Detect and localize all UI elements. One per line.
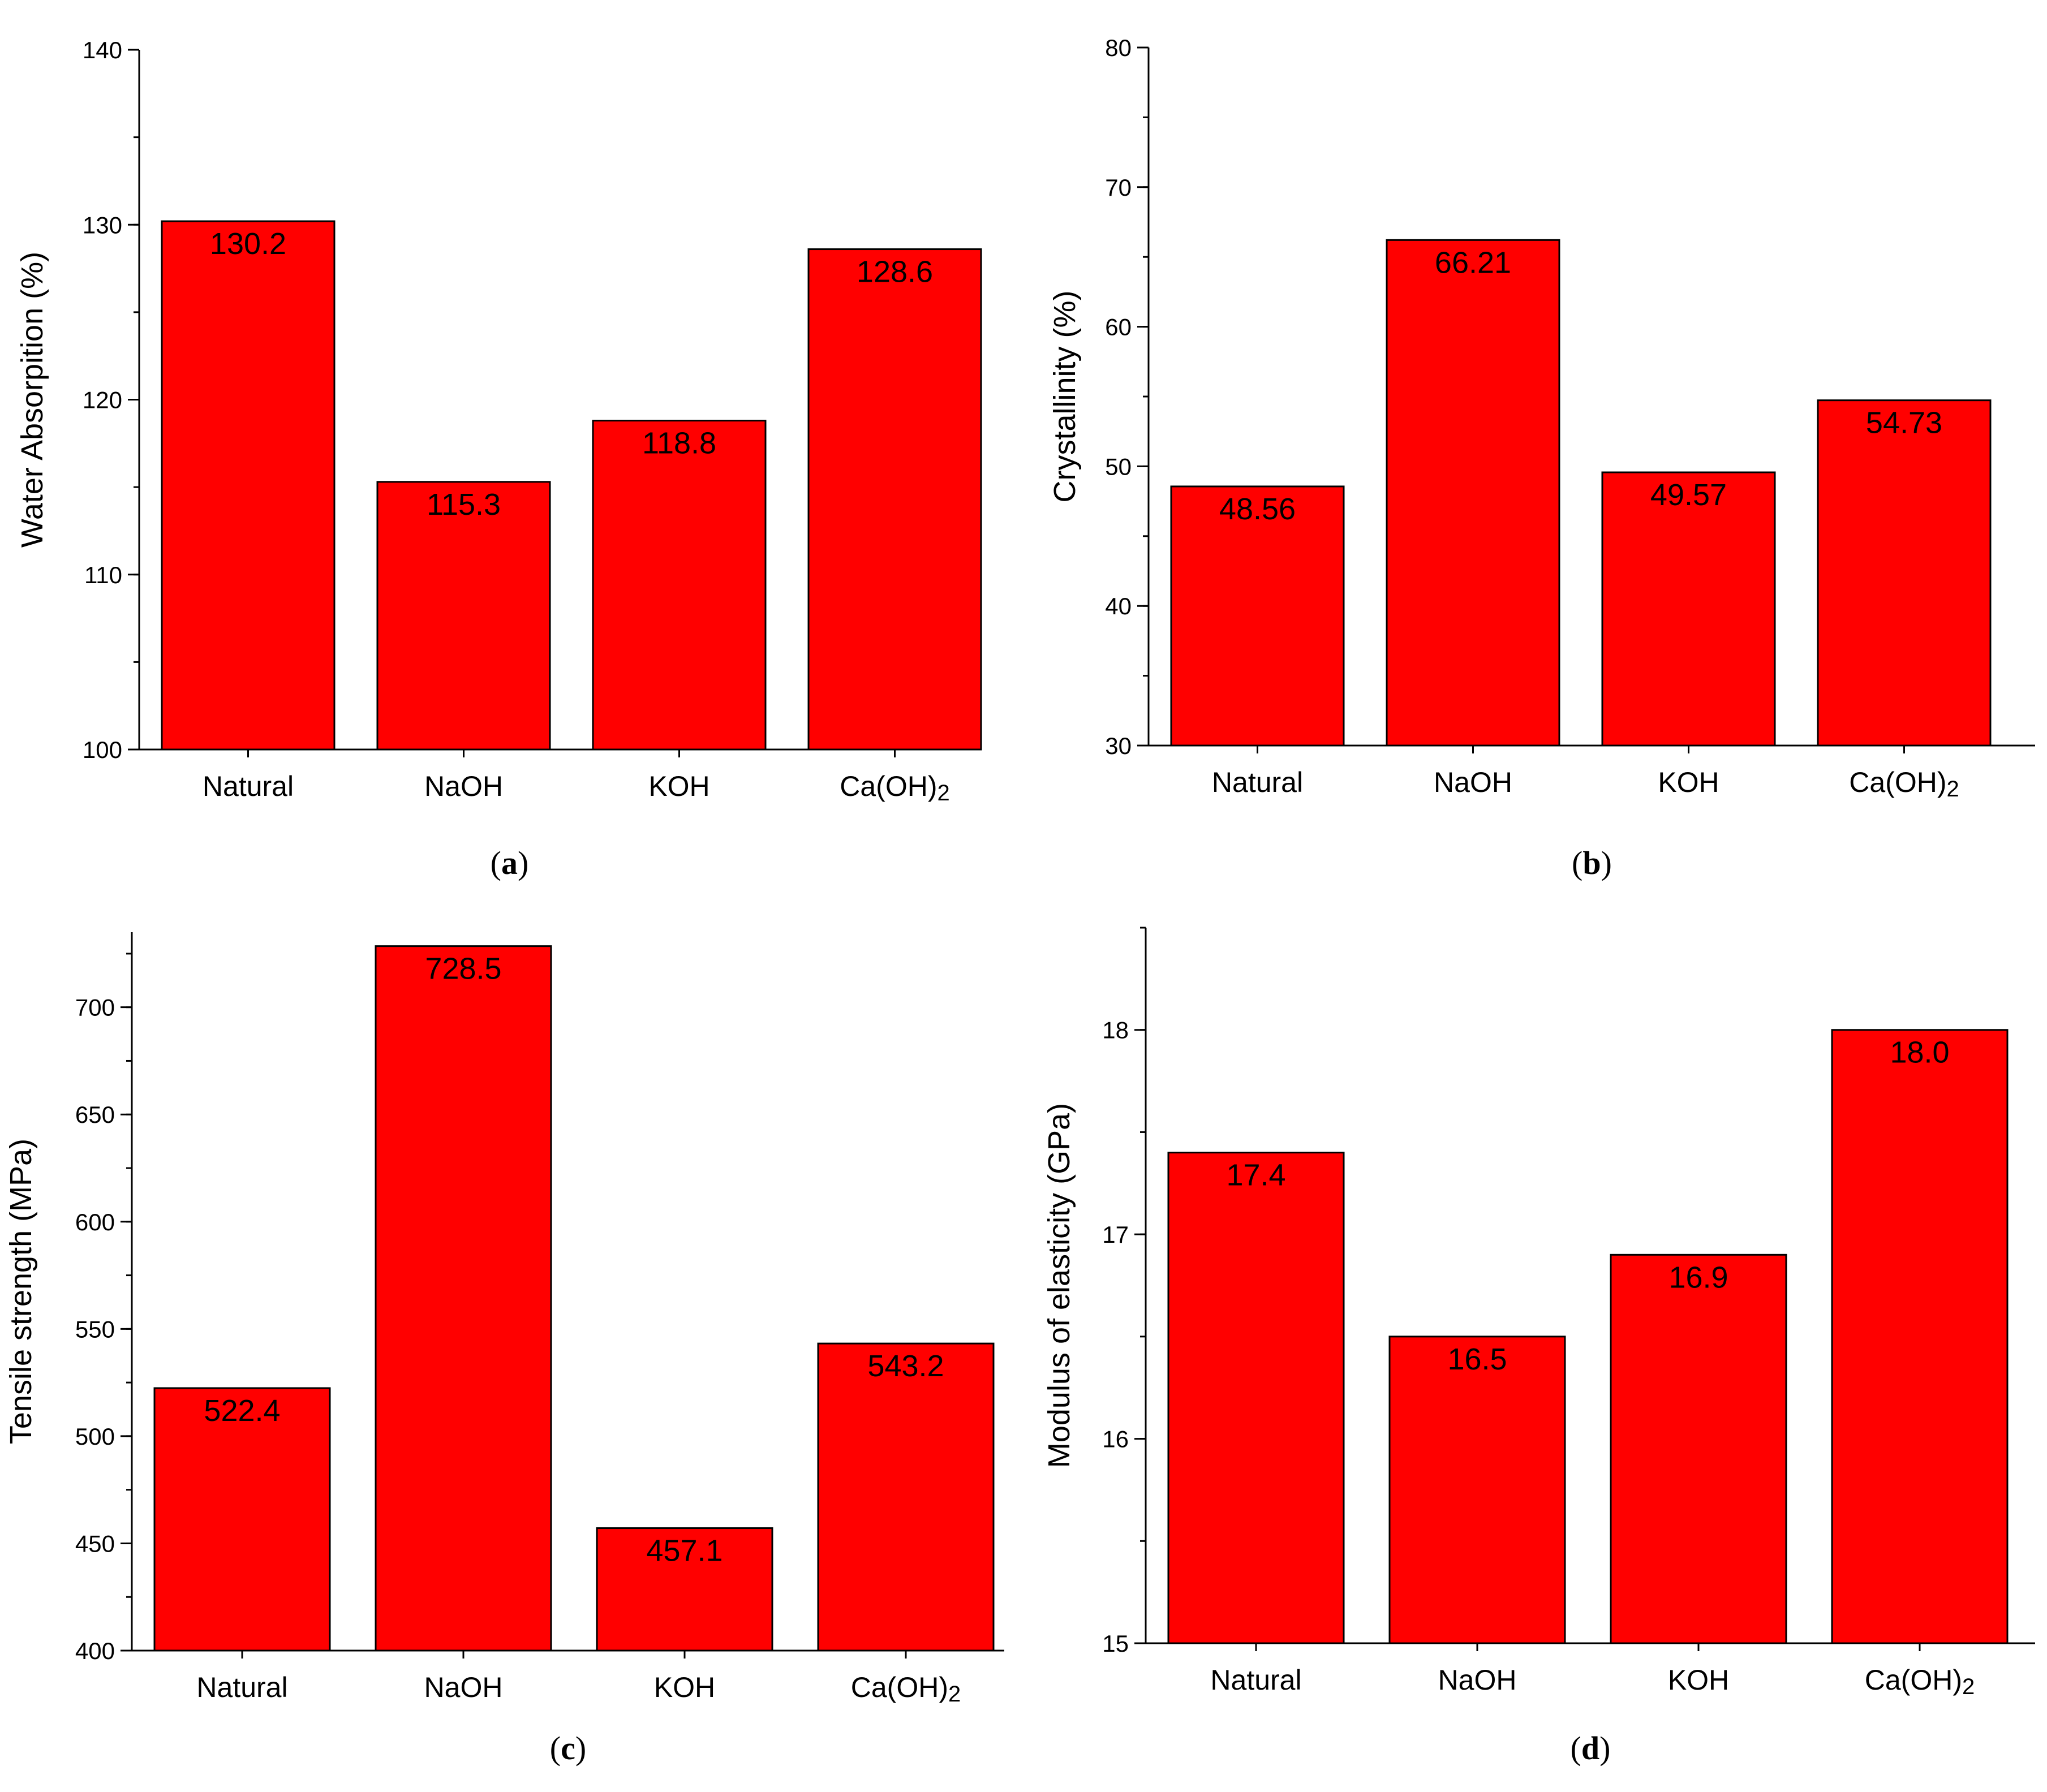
bar-koh (1601, 471, 1776, 747)
category-label: Natural (203, 770, 294, 802)
bar-koh (596, 1527, 773, 1652)
category-label: KOH (648, 770, 709, 802)
bar-naoh (376, 481, 551, 751)
category-label: NaOH (1434, 766, 1512, 798)
panel-d-modulus-chart: 17.4 Natural 16.5 NaOH 16.9 KOH 18.0 Ca(OH)2 15 1… (1042, 927, 2035, 1767)
bar-value-label: 118.8 (642, 427, 716, 460)
bar-natural (1167, 1152, 1345, 1644)
bar-naoh (1388, 1336, 1566, 1644)
bar-value-label: 457.1 (646, 1534, 723, 1568)
category-label: Ca(OH)2 (1849, 766, 1959, 802)
category-label: Natural (1210, 1664, 1301, 1696)
y-tick-label: 650 (75, 1101, 115, 1128)
y-axis-title: Modulus of elasticity (GPa) (1042, 1103, 1076, 1468)
y-tick-label: 100 (83, 736, 122, 763)
y-tick-label: 600 (75, 1209, 115, 1235)
bar-ca-oh-2 (817, 1342, 995, 1652)
panel-c-tensile-strength-chart: 522.4 Natural 728.5 NaOH 457.1 KOH 543.2 Ca(OH)… (4, 932, 1004, 1767)
y-tick-label: 70 (1105, 174, 1132, 201)
panel-caption: (c) (550, 1730, 586, 1767)
category-label: KOH (1668, 1664, 1729, 1696)
category-label: NaOH (1438, 1664, 1517, 1696)
y-tick-label: 17 (1102, 1221, 1129, 1248)
y-axis-title: Tensile strength (MPa) (4, 1139, 38, 1444)
y-axis-title: Water Absorpition (%) (15, 252, 49, 548)
y-tick-label: 60 (1105, 314, 1132, 341)
category-label: Ca(OH)2 (840, 770, 949, 805)
category-label: Natural (196, 1672, 287, 1703)
y-tick-label: 550 (75, 1316, 115, 1342)
category-label: KOH (654, 1672, 715, 1703)
y-tick-label: 140 (83, 37, 122, 63)
y-tick-label: 700 (75, 994, 115, 1021)
y-tick-label: 16 (1102, 1426, 1129, 1453)
bar-natural (161, 220, 336, 751)
bar-value-label: 16.5 (1447, 1342, 1507, 1376)
category-label: Ca(OH)2 (1865, 1664, 1975, 1699)
bar-value-label: 48.56 (1219, 492, 1296, 526)
bar-value-label: 728.5 (425, 952, 501, 986)
bar-value-label: 130.2 (210, 227, 286, 261)
bar-ca-oh-2 (807, 248, 982, 751)
y-tick-label: 110 (84, 562, 122, 588)
bar-value-label: 66.21 (1435, 245, 1511, 279)
bar-natural (1170, 485, 1345, 747)
bar-value-label: 49.57 (1650, 478, 1727, 512)
panel-b-crystallinity-chart: 48.56 Natural 66.21 NaOH 49.57 KOH 54.73 Ca(OH)… (1048, 35, 2035, 881)
bar-koh (1610, 1253, 1787, 1644)
bar-value-label: 115.3 (427, 488, 501, 522)
y-tick-label: 15 (1102, 1630, 1129, 1657)
bar-value-label: 17.4 (1226, 1158, 1285, 1192)
panel-a-water-absorption-chart: 130.2 Natural 115.3 NaOH 118.8 KOH 128.6 Ca(OH)… (15, 37, 982, 881)
category-label: Ca(OH)2 (851, 1672, 961, 1707)
panel-caption: (d) (1571, 1730, 1611, 1767)
bar-naoh (1386, 239, 1560, 747)
bar-koh (592, 420, 767, 751)
bar-ca-oh-2 (1817, 399, 1992, 747)
y-tick-label: 30 (1105, 733, 1132, 759)
bar-value-label: 128.6 (857, 255, 933, 289)
y-tick-label: 130 (83, 212, 122, 238)
bar-value-label: 16.9 (1668, 1260, 1728, 1294)
category-label: NaOH (424, 770, 503, 802)
bar-ca-oh-2 (1831, 1029, 2009, 1644)
bar-value-label: 18.0 (1890, 1036, 1949, 1070)
bar-natural (153, 1387, 331, 1652)
y-tick-label: 50 (1105, 453, 1132, 480)
y-tick-label: 40 (1105, 593, 1132, 619)
y-tick-label: 120 (83, 387, 122, 413)
category-label: KOH (1658, 766, 1719, 798)
y-tick-label: 450 (75, 1530, 115, 1557)
bar-value-label: 543.2 (867, 1349, 944, 1383)
panel-caption: (a) (491, 845, 529, 881)
y-axis-title: Crystallinity (%) (1048, 290, 1082, 502)
y-tick-label: 80 (1105, 35, 1132, 61)
bar-value-label: 522.4 (204, 1394, 280, 1428)
bar-naoh (375, 945, 552, 1652)
bar-value-label: 54.73 (1866, 406, 1942, 440)
y-tick-label: 18 (1102, 1017, 1129, 1044)
panel-caption: (b) (1572, 845, 1612, 881)
y-tick-label: 500 (75, 1423, 115, 1450)
y-tick-label: 400 (75, 1638, 115, 1664)
category-label: NaOH (424, 1672, 503, 1703)
category-label: Natural (1212, 766, 1303, 798)
